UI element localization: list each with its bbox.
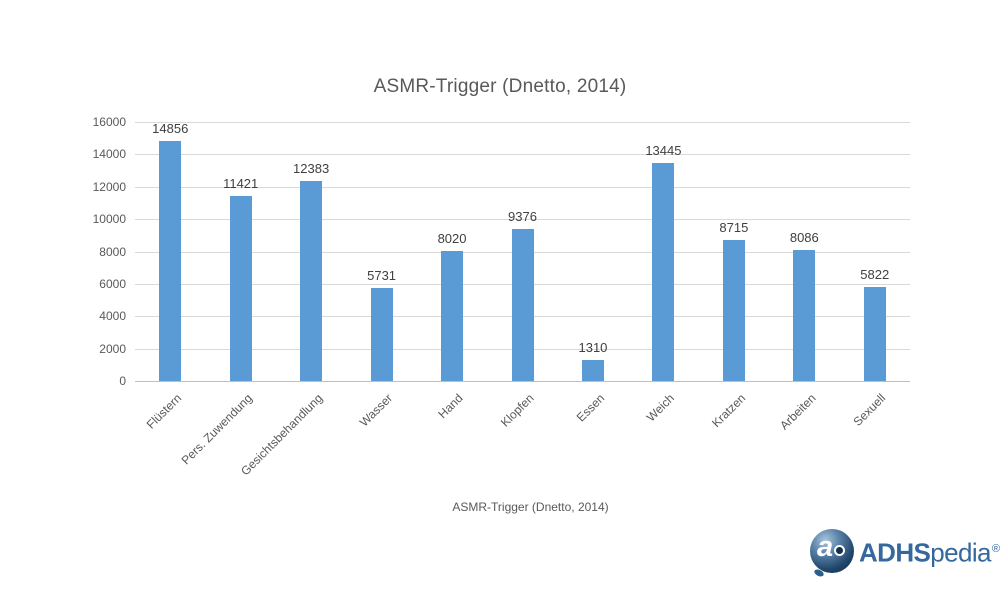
- y-axis-tick-label: 16000: [92, 115, 126, 129]
- x-axis-label: Pers. Zuwendung: [178, 391, 255, 468]
- y-axis-tick-label: 14000: [92, 147, 126, 162]
- bar-Hand: [441, 251, 464, 381]
- bar-value-label: 13445: [645, 143, 682, 159]
- gridline-16000: [135, 122, 910, 123]
- y-axis-tick-label: 2000: [99, 341, 126, 356]
- x-axis-label: Hand: [435, 391, 466, 422]
- bar-Gesichtsbehandlung: [300, 180, 323, 381]
- logo-text-regular: pedia: [930, 537, 991, 568]
- registered-mark: ®: [991, 543, 1000, 555]
- y-axis-tick-label: 6000: [99, 276, 126, 291]
- y-axis-tick-label: 10000: [92, 212, 126, 227]
- plot-area: 14856 Flüstern 11421 Pers. Zuwendung 12383 Ge…: [135, 121, 910, 478]
- bar-value-label: 1310: [578, 339, 608, 355]
- bar-Klopfen: [511, 229, 534, 381]
- x-axis-label: Wasser: [357, 391, 396, 430]
- y-axis-tick-label: 8000: [99, 244, 126, 259]
- bar-value-label: 8715: [719, 219, 749, 235]
- gridline-12000: [135, 186, 910, 188]
- y-axis-tick-label: 0: [119, 374, 126, 388]
- bar-Weich: [652, 163, 675, 381]
- bar-value-label: 14856: [152, 120, 189, 136]
- x-axis-label: Kratzen: [708, 391, 748, 431]
- bar-value-label: 8086: [789, 230, 819, 246]
- bar-Sexuell: [863, 286, 886, 381]
- x-axis-label: Weich: [643, 391, 678, 425]
- bar-Wasser: [370, 288, 393, 381]
- bar-value-label: 11421: [223, 176, 259, 192]
- y-axis-tick-label: 12000: [92, 179, 126, 194]
- x-axis-label: Sexuell: [850, 391, 889, 429]
- logo-text-bold: ADHS: [859, 537, 931, 568]
- bar-Pers. Zuwendung: [229, 196, 252, 381]
- adhspedia-logo: a ADHSpedia®: [810, 527, 1000, 578]
- chart-title: ASMR-Trigger (Dnetto, 2014): [373, 76, 627, 97]
- bar-value-label: 5731: [367, 268, 397, 284]
- adhspedia-sphere-icon: a: [810, 528, 854, 578]
- bar-value-label: 12383: [293, 160, 330, 176]
- bar-Flüstern: [159, 140, 182, 381]
- x-axis-label: Klopfen: [497, 391, 537, 430]
- bar-Arbeiten: [793, 250, 816, 381]
- chart-legend: ASMR-Trigger (Dnetto, 2014): [135, 500, 910, 514]
- adhspedia-wordmark: ADHSpedia®: [859, 527, 1000, 575]
- x-axis-label: Arbeiten: [776, 391, 819, 433]
- legend-marker-icon: [436, 502, 446, 512]
- gridline-0: [135, 381, 910, 382]
- y-axis-tick-label: 4000: [99, 309, 126, 324]
- gridline-10000: [135, 219, 910, 221]
- gridline-14000: [135, 154, 910, 156]
- legend-label: ASMR-Trigger (Dnetto, 2014): [452, 500, 609, 514]
- bar-value-label: 9376: [508, 209, 537, 225]
- bar-value-label: 5822: [860, 266, 890, 282]
- bar-Kratzen: [722, 239, 745, 381]
- bar-Essen: [581, 359, 604, 381]
- x-axis-label: Flüstern: [143, 391, 185, 432]
- bar-value-label: 8020: [437, 231, 467, 247]
- x-axis-label: Essen: [573, 391, 607, 425]
